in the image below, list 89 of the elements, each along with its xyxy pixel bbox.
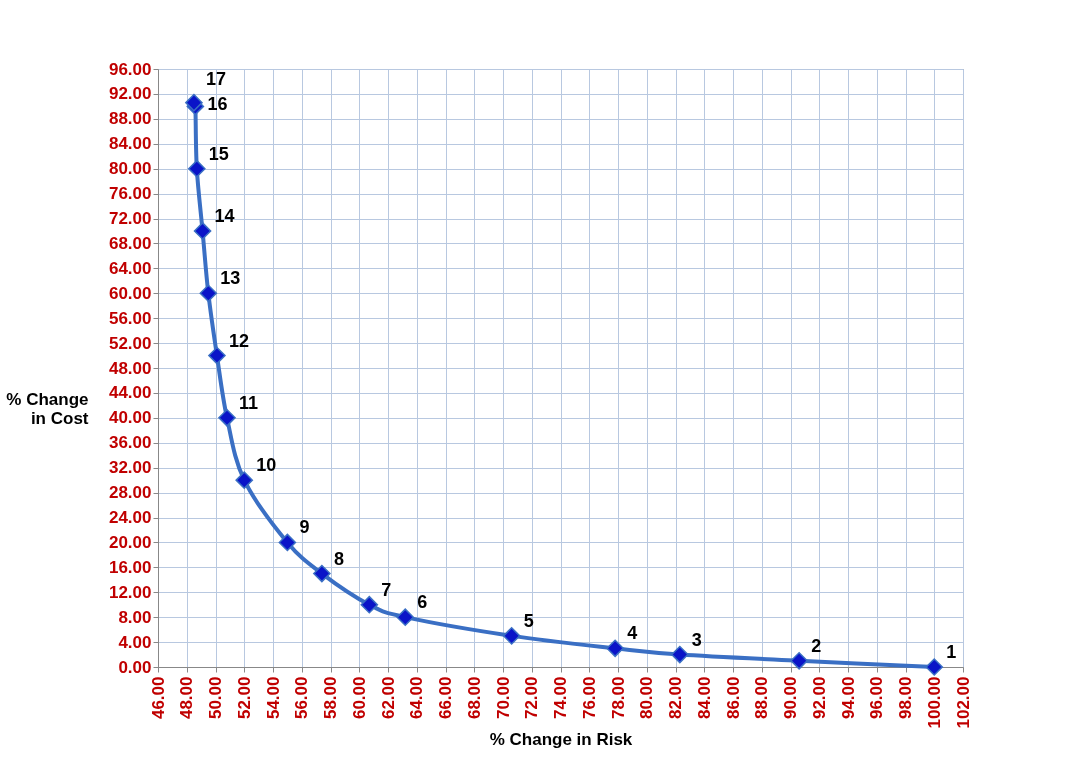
annotation: 16 bbox=[207, 93, 228, 114]
y-tick-label: 56.00 bbox=[108, 308, 152, 328]
point bbox=[502, 627, 521, 645]
point bbox=[235, 471, 254, 489]
annotation: 15 bbox=[208, 143, 229, 164]
annotation: 17 bbox=[205, 68, 226, 89]
point bbox=[606, 639, 624, 658]
y-axis-title: % Change in Cost bbox=[6, 389, 89, 428]
y-tick-label: 52.00 bbox=[108, 333, 152, 353]
y-tick-label: 0.00 bbox=[118, 657, 152, 677]
y-tick-label: 12.00 bbox=[108, 582, 152, 602]
x-tick-label: 96.00 bbox=[867, 676, 887, 720]
y-tick-label: 4.00 bbox=[118, 632, 152, 652]
y-tick-label: 80.00 bbox=[108, 159, 152, 179]
x-tick-label: 62.00 bbox=[378, 676, 398, 720]
x-tick-label: 66.00 bbox=[436, 676, 455, 720]
x-tick-label: 88.00 bbox=[752, 676, 772, 720]
x-tick-label: 50.00 bbox=[206, 676, 225, 720]
y-tick-label: 24.00 bbox=[108, 508, 152, 527]
point bbox=[199, 284, 218, 303]
x-tick-label: 56.00 bbox=[292, 676, 312, 720]
x-tick-label: 52.00 bbox=[234, 676, 254, 720]
x-tick-label: 100.00 bbox=[924, 676, 944, 729]
y-tick-label: 92.00 bbox=[108, 84, 152, 104]
y-tick-label: 88.00 bbox=[108, 109, 152, 129]
annotation: 13 bbox=[220, 268, 241, 289]
y-tick-label: 96.00 bbox=[108, 59, 152, 79]
y-tick-label: 60.00 bbox=[108, 283, 152, 303]
point bbox=[671, 645, 689, 664]
x-tick-label: 64.00 bbox=[407, 676, 427, 720]
point bbox=[313, 564, 331, 583]
point bbox=[185, 93, 203, 112]
annotation: 6 bbox=[417, 592, 428, 613]
y-tick-label: 40.00 bbox=[108, 408, 152, 428]
annotation: 2 bbox=[811, 635, 822, 656]
annotation: 1 bbox=[946, 642, 957, 662]
x-tick-label: 78.00 bbox=[608, 676, 628, 720]
y-tick-label: 36.00 bbox=[108, 433, 152, 453]
annotation: 10 bbox=[256, 455, 277, 476]
x-tick-label: 84.00 bbox=[694, 676, 714, 720]
annotation: 12 bbox=[228, 330, 249, 351]
y-tick-label: 72.00 bbox=[108, 209, 152, 228]
x-tick-label: 46.00 bbox=[148, 676, 168, 720]
x-tick-label: 90.00 bbox=[781, 676, 800, 720]
x-tick-label: 54.00 bbox=[263, 676, 283, 720]
annotation: 3 bbox=[691, 629, 702, 650]
point bbox=[790, 651, 808, 670]
x-tick-label: 48.00 bbox=[177, 676, 197, 720]
annotation: 11 bbox=[239, 392, 259, 413]
y-tick-label: 64.00 bbox=[108, 258, 152, 278]
point bbox=[925, 658, 944, 676]
y-tick-label: 68.00 bbox=[108, 233, 152, 253]
y-tick-label: 44.00 bbox=[108, 383, 152, 403]
y-tick-label: 84.00 bbox=[108, 134, 152, 154]
x-tick-label: 102.00 bbox=[953, 676, 973, 729]
x-tick-label: 68.00 bbox=[464, 676, 484, 720]
y-tick-label: 8.00 bbox=[118, 607, 152, 627]
point bbox=[193, 222, 212, 240]
annotation: 14 bbox=[214, 205, 235, 226]
x-axis-title: % Change in Risk bbox=[489, 730, 633, 750]
y-tick-label: 16.00 bbox=[108, 557, 152, 577]
x-tick-label: 70.00 bbox=[493, 676, 513, 720]
point bbox=[278, 533, 297, 552]
annotation: 4 bbox=[627, 623, 638, 644]
y-tick-label: 32.00 bbox=[108, 458, 152, 478]
x-tick-label: 92.00 bbox=[809, 676, 829, 720]
x-tick-label: 76.00 bbox=[579, 676, 599, 720]
x-tick-label: 98.00 bbox=[896, 676, 915, 720]
point bbox=[208, 346, 226, 365]
annotation: 5 bbox=[523, 610, 534, 631]
x-tick-label: 74.00 bbox=[551, 676, 570, 720]
y-tick-label: 20.00 bbox=[108, 532, 152, 552]
annotation: 7 bbox=[381, 579, 392, 600]
y-tick-label: 76.00 bbox=[108, 184, 152, 204]
y-tick-label: 48.00 bbox=[108, 358, 152, 378]
y-tick-label: 28.00 bbox=[108, 483, 152, 503]
annotation: 9 bbox=[299, 517, 310, 538]
x-tick-label: 82.00 bbox=[666, 676, 685, 720]
point bbox=[396, 608, 415, 626]
x-tick-label: 80.00 bbox=[637, 676, 657, 720]
point bbox=[218, 409, 236, 427]
x-tick-label: 94.00 bbox=[838, 676, 858, 720]
annotation: 8 bbox=[333, 548, 344, 569]
x-tick-label: 72.00 bbox=[522, 676, 542, 720]
x-tick-label: 60.00 bbox=[349, 676, 369, 720]
point bbox=[188, 159, 206, 178]
x-tick-label: 86.00 bbox=[723, 676, 743, 720]
point bbox=[360, 595, 379, 614]
x-tick-label: 58.00 bbox=[321, 676, 340, 720]
